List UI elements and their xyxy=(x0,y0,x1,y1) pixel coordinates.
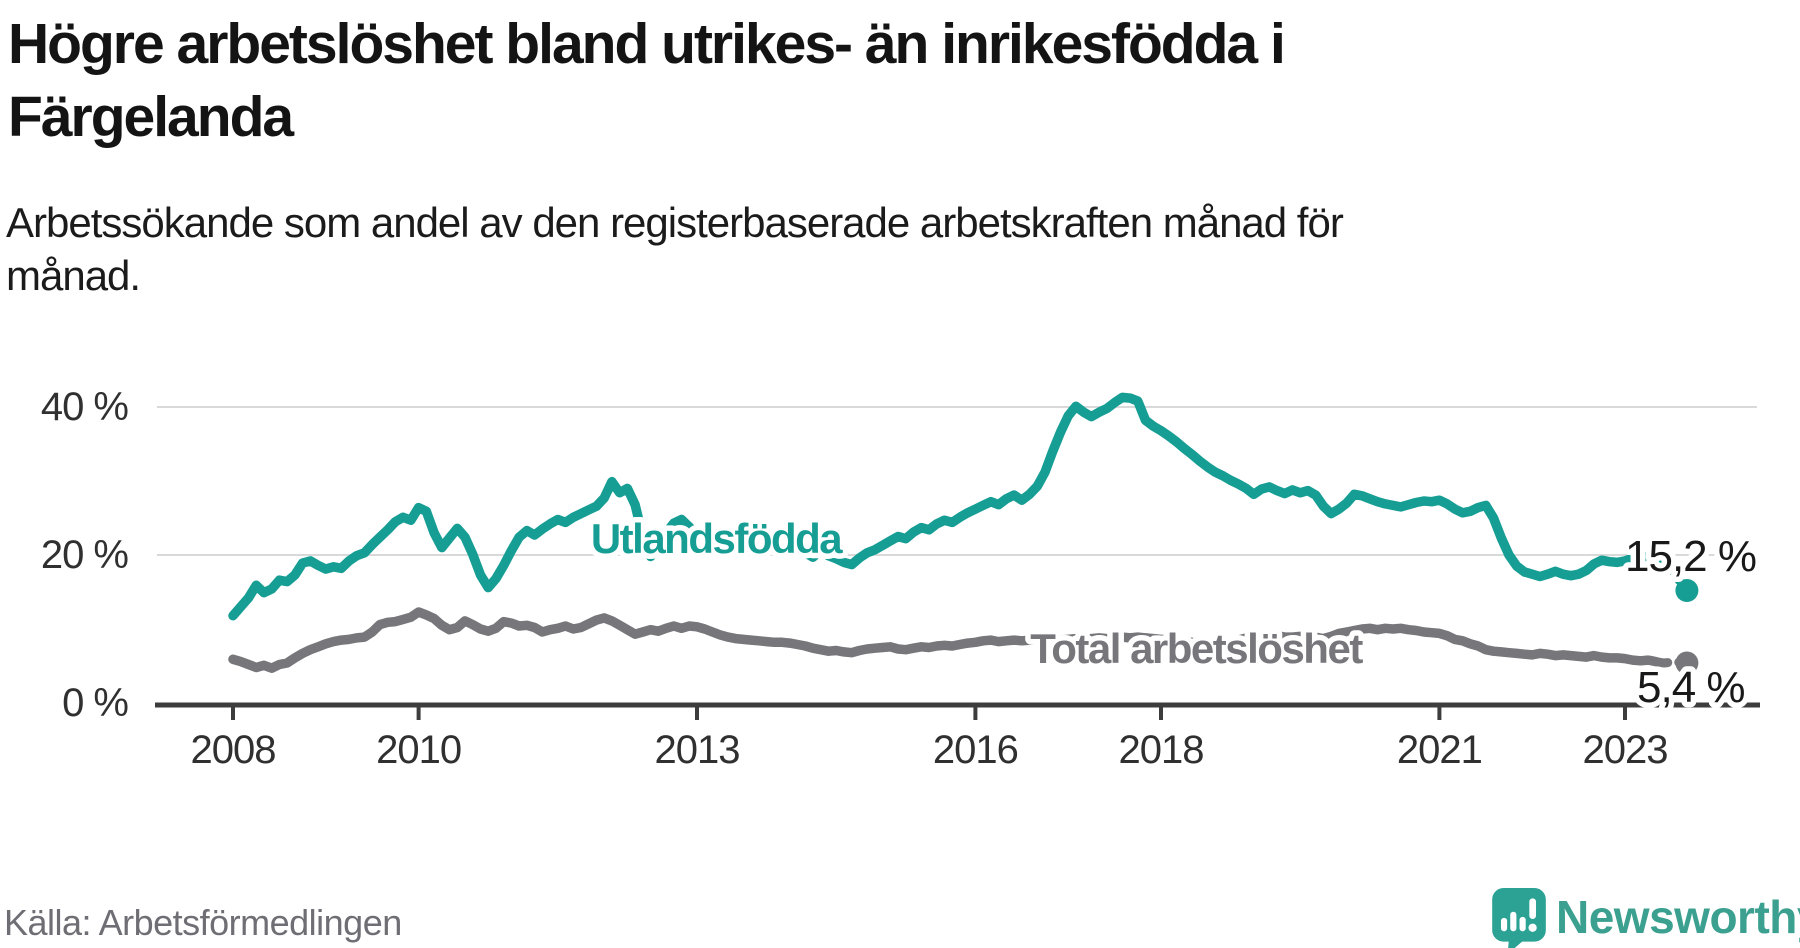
total-arbetsl-shet-end-dot xyxy=(1675,651,1699,675)
x-tick-label-2016: 2016 xyxy=(933,728,1018,772)
x-tick-label-2018: 2018 xyxy=(1119,728,1204,772)
newsworthy-brand: Newsworthy xyxy=(1492,886,1800,948)
utlandsf-dda-end-dot xyxy=(1675,579,1699,602)
total-arbetsl-shet-line xyxy=(228,607,1661,673)
utlandsf-dda-end-value-label: 15,2 % xyxy=(1625,532,1756,581)
utlandsf-dda-line xyxy=(228,392,1661,621)
total-arbetsl-shet-series-label: Total arbetslöshet xyxy=(1030,625,1363,672)
page-title: Högre arbetslöshet bland utrikes- än inr… xyxy=(8,12,1286,149)
total-arbetsl-shet-end-value-label: 5,4 % xyxy=(1637,663,1745,712)
y-tick-label-20: 20 % xyxy=(41,533,129,577)
brand-name: Newsworthy xyxy=(1556,891,1800,943)
newsworthy-logo-icon xyxy=(1492,888,1546,948)
y-tick-label-40: 40 % xyxy=(41,385,129,429)
y-tick-label-0: 0 % xyxy=(62,681,128,725)
utlandsf-dda-series-label: Utlandsfödda xyxy=(591,515,843,562)
x-tick-label-2021: 2021 xyxy=(1397,728,1482,772)
x-tick-label-2010: 2010 xyxy=(376,728,461,772)
source-note: Källa: Arbetsförmedlingen xyxy=(4,902,402,943)
x-tick-label-2008: 2008 xyxy=(191,728,276,772)
x-tick-label-2023: 2023 xyxy=(1583,728,1668,772)
chart-subtitle: Arbetssökande som andel av den registerb… xyxy=(6,199,1344,299)
x-tick-label-2013: 2013 xyxy=(655,728,740,772)
